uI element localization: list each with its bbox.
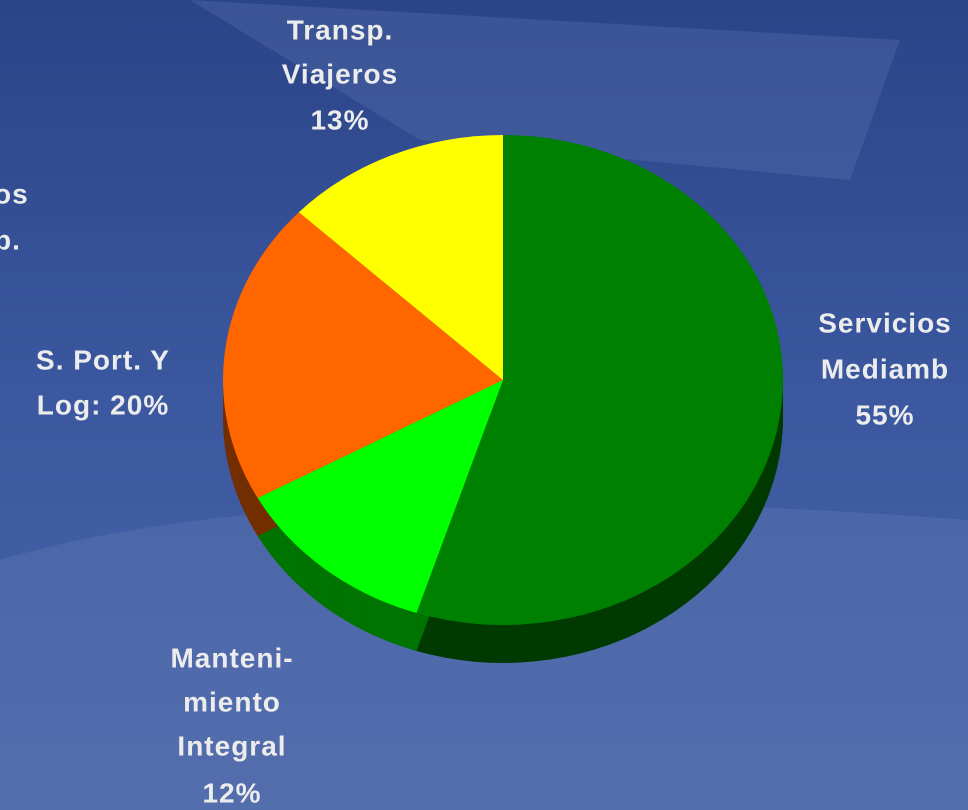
background-text: b. bbox=[0, 224, 21, 255]
background-shape bbox=[190, 0, 900, 180]
slice bbox=[257, 380, 503, 614]
slice-label: miento bbox=[183, 686, 281, 717]
value-label: Log: 20% bbox=[37, 389, 169, 420]
slice bbox=[223, 212, 504, 499]
slice-label: Transp. bbox=[287, 14, 394, 45]
slice-label: Servicios bbox=[818, 307, 952, 338]
slice-label: Mediamb bbox=[821, 353, 949, 384]
slice-label: Manteni- bbox=[170, 642, 293, 673]
background-text: os bbox=[0, 178, 29, 209]
slice-label: Integral bbox=[177, 730, 286, 761]
value-label: 12% bbox=[202, 777, 261, 808]
slice-label: Viajeros bbox=[282, 58, 398, 89]
slice bbox=[416, 135, 783, 625]
slice-label: S. Port. Y bbox=[36, 344, 170, 375]
value-label: 55% bbox=[855, 399, 914, 430]
value-label: 13% bbox=[310, 104, 369, 135]
slice bbox=[298, 135, 503, 380]
